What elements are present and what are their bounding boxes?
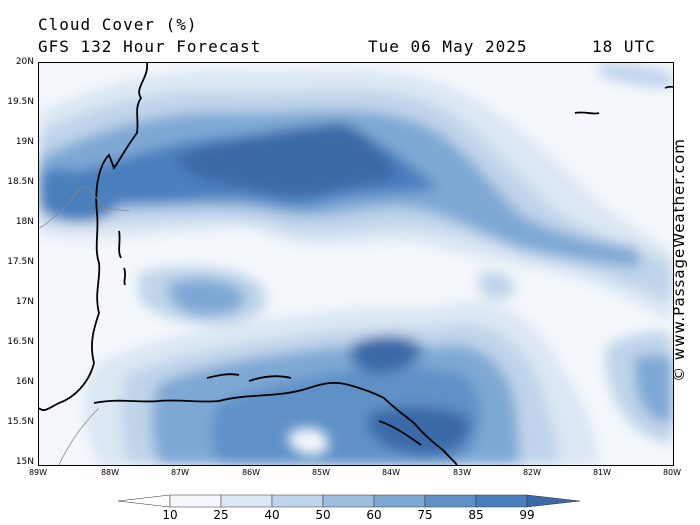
lon-label: 89W — [28, 468, 48, 477]
colorbar-right-arrow — [526, 494, 581, 508]
lon-label: 88W — [100, 468, 120, 477]
colorbar-label: 10 — [162, 508, 178, 522]
lat-label: 16N — [15, 377, 34, 387]
borders — [39, 186, 130, 465]
map-title: Cloud Cover (%) — [38, 15, 198, 34]
lon-label: 81W — [592, 468, 612, 477]
colorbar-segment — [373, 494, 426, 508]
cloud-cover-map — [38, 62, 674, 466]
forecast-subtitle: GFS 132 Hour Forecast — [38, 37, 262, 56]
lon-label: 87W — [170, 468, 190, 477]
colorbar-segment — [220, 494, 273, 508]
lon-label: 80W — [662, 468, 682, 477]
colorbar-label: 99 — [519, 508, 535, 522]
lat-label: 18.5N — [7, 177, 34, 187]
colorbar-segment — [322, 494, 375, 508]
lat-label: 15.5N — [7, 417, 34, 427]
lat-label: 17N — [15, 297, 34, 307]
lon-label: 83W — [452, 468, 472, 477]
colorbar-label: 60 — [366, 508, 382, 522]
colorbar-label: 50 — [315, 508, 331, 522]
coastlines — [39, 63, 673, 465]
lat-label: 16.5N — [7, 337, 34, 347]
clear-areas — [219, 231, 433, 455]
cloud-cover-field — [39, 63, 673, 465]
lat-label: 17.5N — [7, 257, 34, 267]
lat-label: 19.5N — [7, 97, 34, 107]
copyright-credit: © www.PassageWeather.com — [670, 138, 688, 382]
cloud-bands — [39, 63, 673, 465]
lat-label: 15N — [15, 457, 34, 467]
lon-label: 82W — [522, 468, 542, 477]
lon-label: 85W — [311, 468, 331, 477]
forecast-time: 18 UTC — [592, 37, 656, 56]
colorbar-label: 75 — [417, 508, 433, 522]
lat-label: 19N — [15, 137, 34, 147]
colorbar-segment — [475, 494, 528, 508]
lat-label: 18N — [15, 217, 34, 227]
colorbar-left-arrow — [118, 494, 171, 508]
colorbar-label: 40 — [264, 508, 280, 522]
colorbar-segment — [424, 494, 477, 508]
colorbar-segment — [169, 494, 222, 508]
colorbar-label: 85 — [468, 508, 484, 522]
colorbar-label: 25 — [213, 508, 229, 522]
lon-label: 84W — [381, 468, 401, 477]
lat-label: 20N — [15, 57, 34, 67]
lon-label: 86W — [241, 468, 261, 477]
colorbar — [118, 494, 581, 508]
colorbar-segment — [271, 494, 324, 508]
forecast-date: Tue 06 May 2025 — [368, 37, 528, 56]
